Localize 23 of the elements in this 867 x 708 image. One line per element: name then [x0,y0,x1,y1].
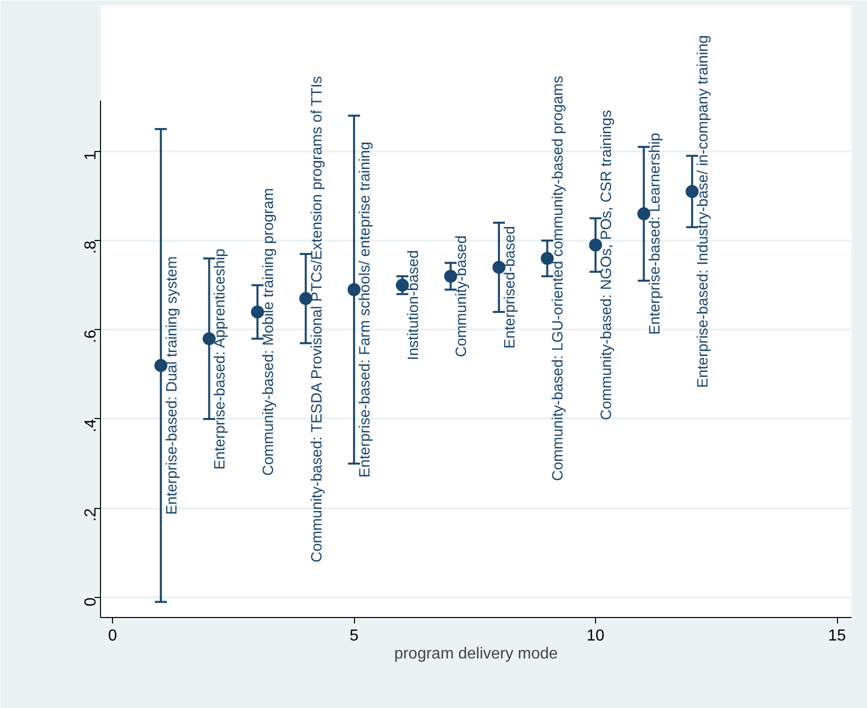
annotation: Community-based: NGOs, POs, CSR trainings [598,110,616,420]
annotation: Enterprise-based: Industry-base/ in-company training [694,35,712,388]
annotation: Enterprised-based [501,226,518,349]
x-tick-label: 5 [350,628,359,644]
y-tick-label: .2 [82,508,100,522]
annotation: Enterprise-based: Farm schools/ enteprise training [356,142,374,478]
annotation: Community-based: TESDA Provisional PTCs/Extension programs of TTIs [308,76,326,562]
annotation: Institution-based [404,250,422,360]
x-axis-title: program delivery mode [394,646,558,662]
y-tick-label: .6 [82,330,100,344]
y-tick-label: 0 [82,597,100,606]
x-tick-label: 0 [108,628,118,644]
y-tick-label: .8 [82,240,100,254]
annotation: Community-based [453,235,470,358]
x-tick-label: 15 [828,628,846,644]
annotation: Community-based: LGU-oriented community-based progams [550,76,567,481]
annotation: Enterprise-based: Apprenticeship [212,248,229,470]
annotation: Community-based: Mobile training program [260,188,277,476]
x-tick-label: 10 [586,628,605,644]
annotation: Enterprise-based: Learnership [646,132,664,335]
y-tick-label: 1 [82,151,100,160]
y-tick-label: .4 [82,418,100,432]
annotation: Enterprise-based: Dual training system [163,256,180,515]
